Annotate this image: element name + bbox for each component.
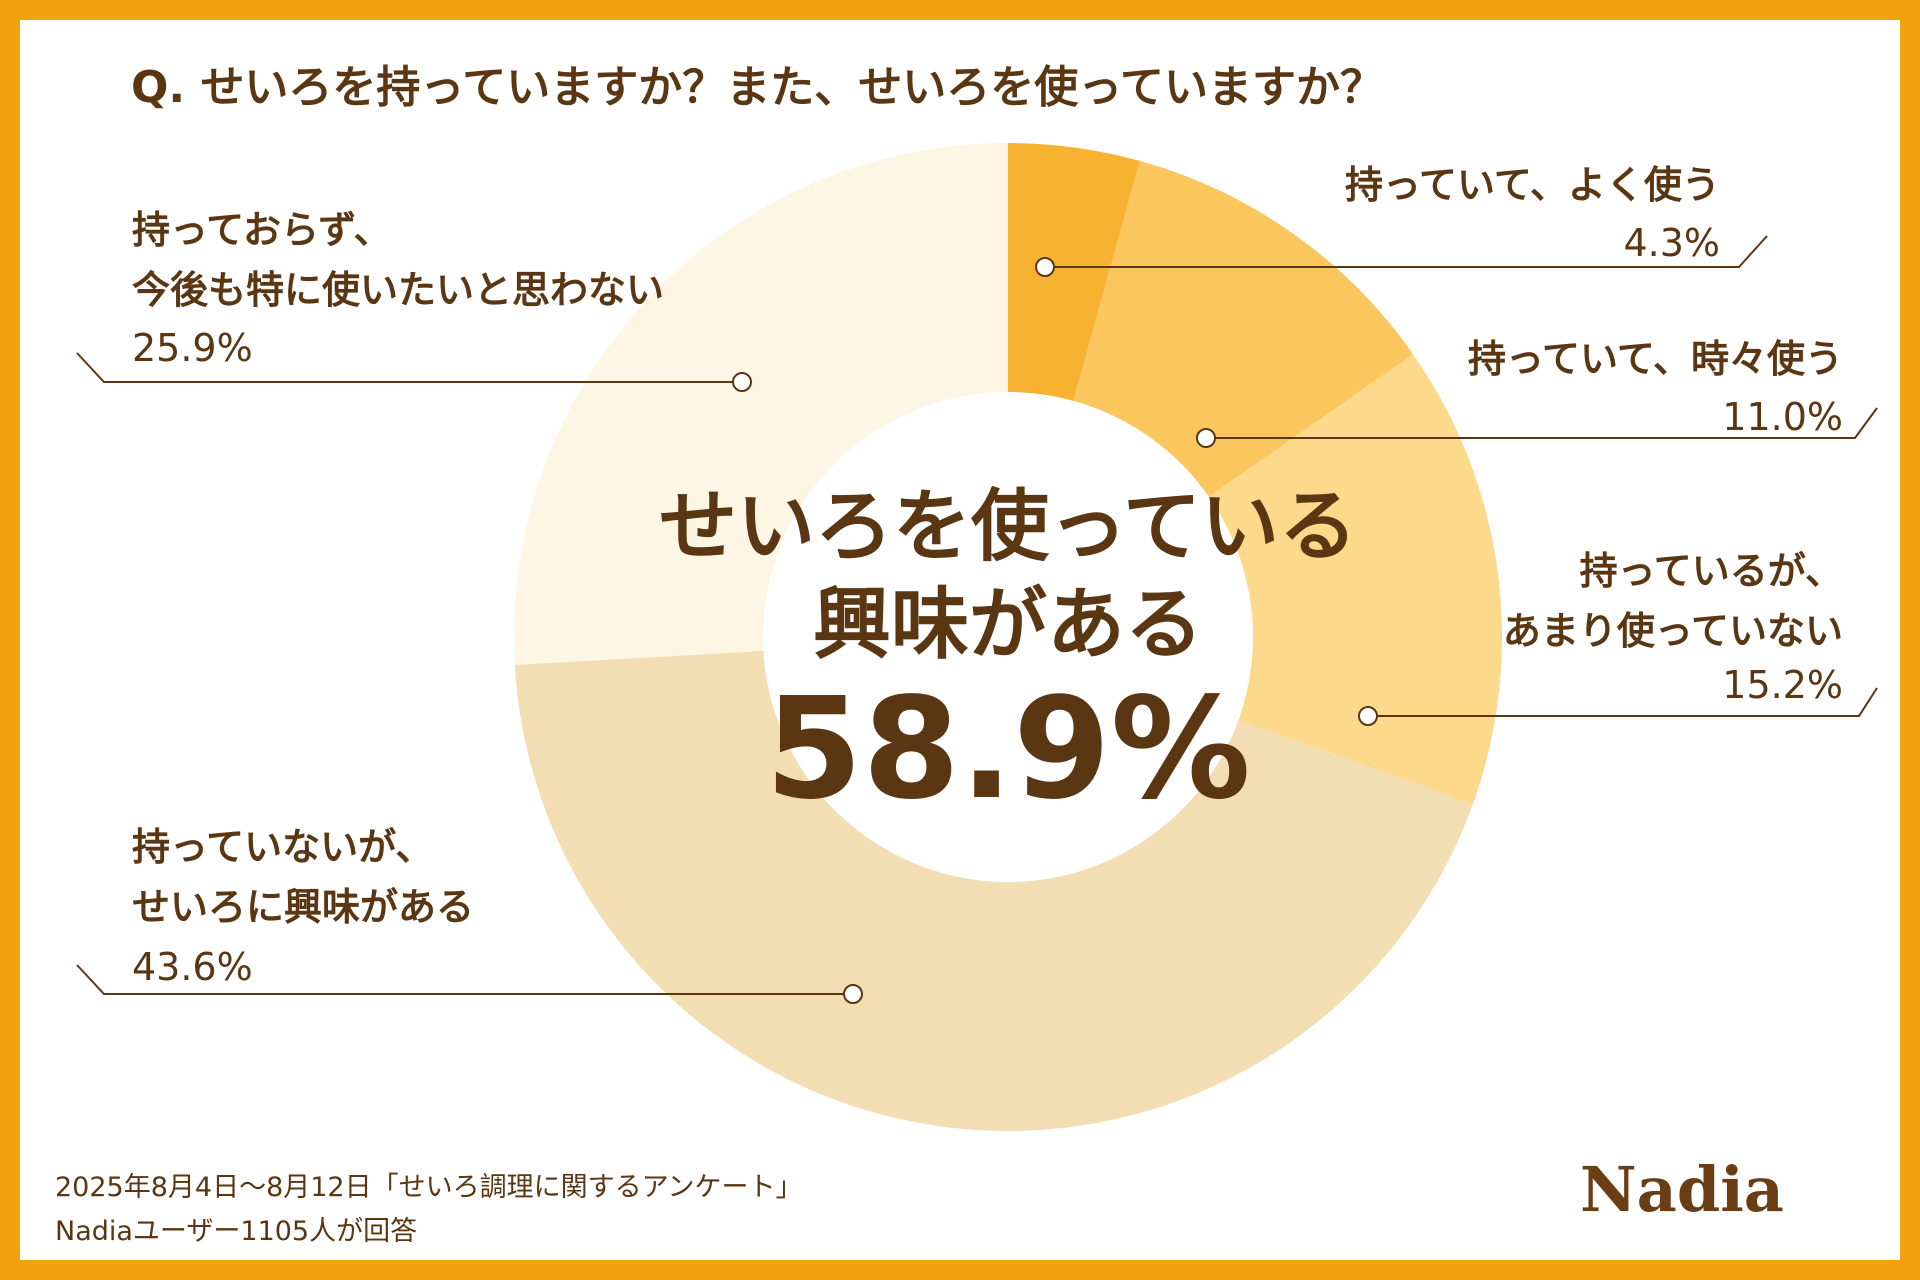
chart-title: Q. せいろを持っていますか？また、せいろを使っていますか？ <box>131 62 1385 113</box>
leader-dot <box>1196 428 1216 448</box>
leader-line <box>76 964 853 995</box>
leader-line <box>1206 407 1878 439</box>
leader-dot <box>1035 257 1055 277</box>
leader-dot <box>732 372 752 392</box>
logo: Nadia <box>1580 1153 1784 1226</box>
slice <box>1208 354 1502 805</box>
slice <box>1008 143 1140 401</box>
category-label: 持っておらず、 今後も特に使いたいと思わない <box>132 208 665 312</box>
leader-line <box>1368 687 1878 717</box>
leader-dot <box>1358 706 1378 726</box>
note: Nadiaユーザー1105人が回答 <box>55 1216 418 1247</box>
slice <box>514 143 1008 665</box>
leader-line <box>76 352 742 383</box>
slice <box>514 650 1473 1132</box>
value-label: 43.6% <box>132 945 253 989</box>
value-label: 15.2% <box>1722 663 1843 707</box>
leader-dot <box>843 984 863 1004</box>
note: 2025年8月4日〜8月12日「せいろ調理に関するアンケート」 <box>55 1172 803 1203</box>
slice <box>1073 160 1414 497</box>
value-label: 11.0% <box>1722 395 1843 439</box>
center-value: 58.9% <box>765 668 1251 831</box>
category-label: 持っていて、よく使う <box>1344 163 1720 207</box>
center-text: せいろを使っている 興味がある <box>658 482 1358 670</box>
category-label: 持っているが、 あまり使っていない <box>1502 549 1843 653</box>
category-label: 持っていないが、 せいろに興味がある <box>132 825 475 929</box>
category-label: 持っていて、時々使う <box>1467 337 1843 381</box>
leader-line <box>1045 235 1768 268</box>
value-label: 25.9% <box>132 326 253 370</box>
value-label: 4.3% <box>1623 221 1720 265</box>
